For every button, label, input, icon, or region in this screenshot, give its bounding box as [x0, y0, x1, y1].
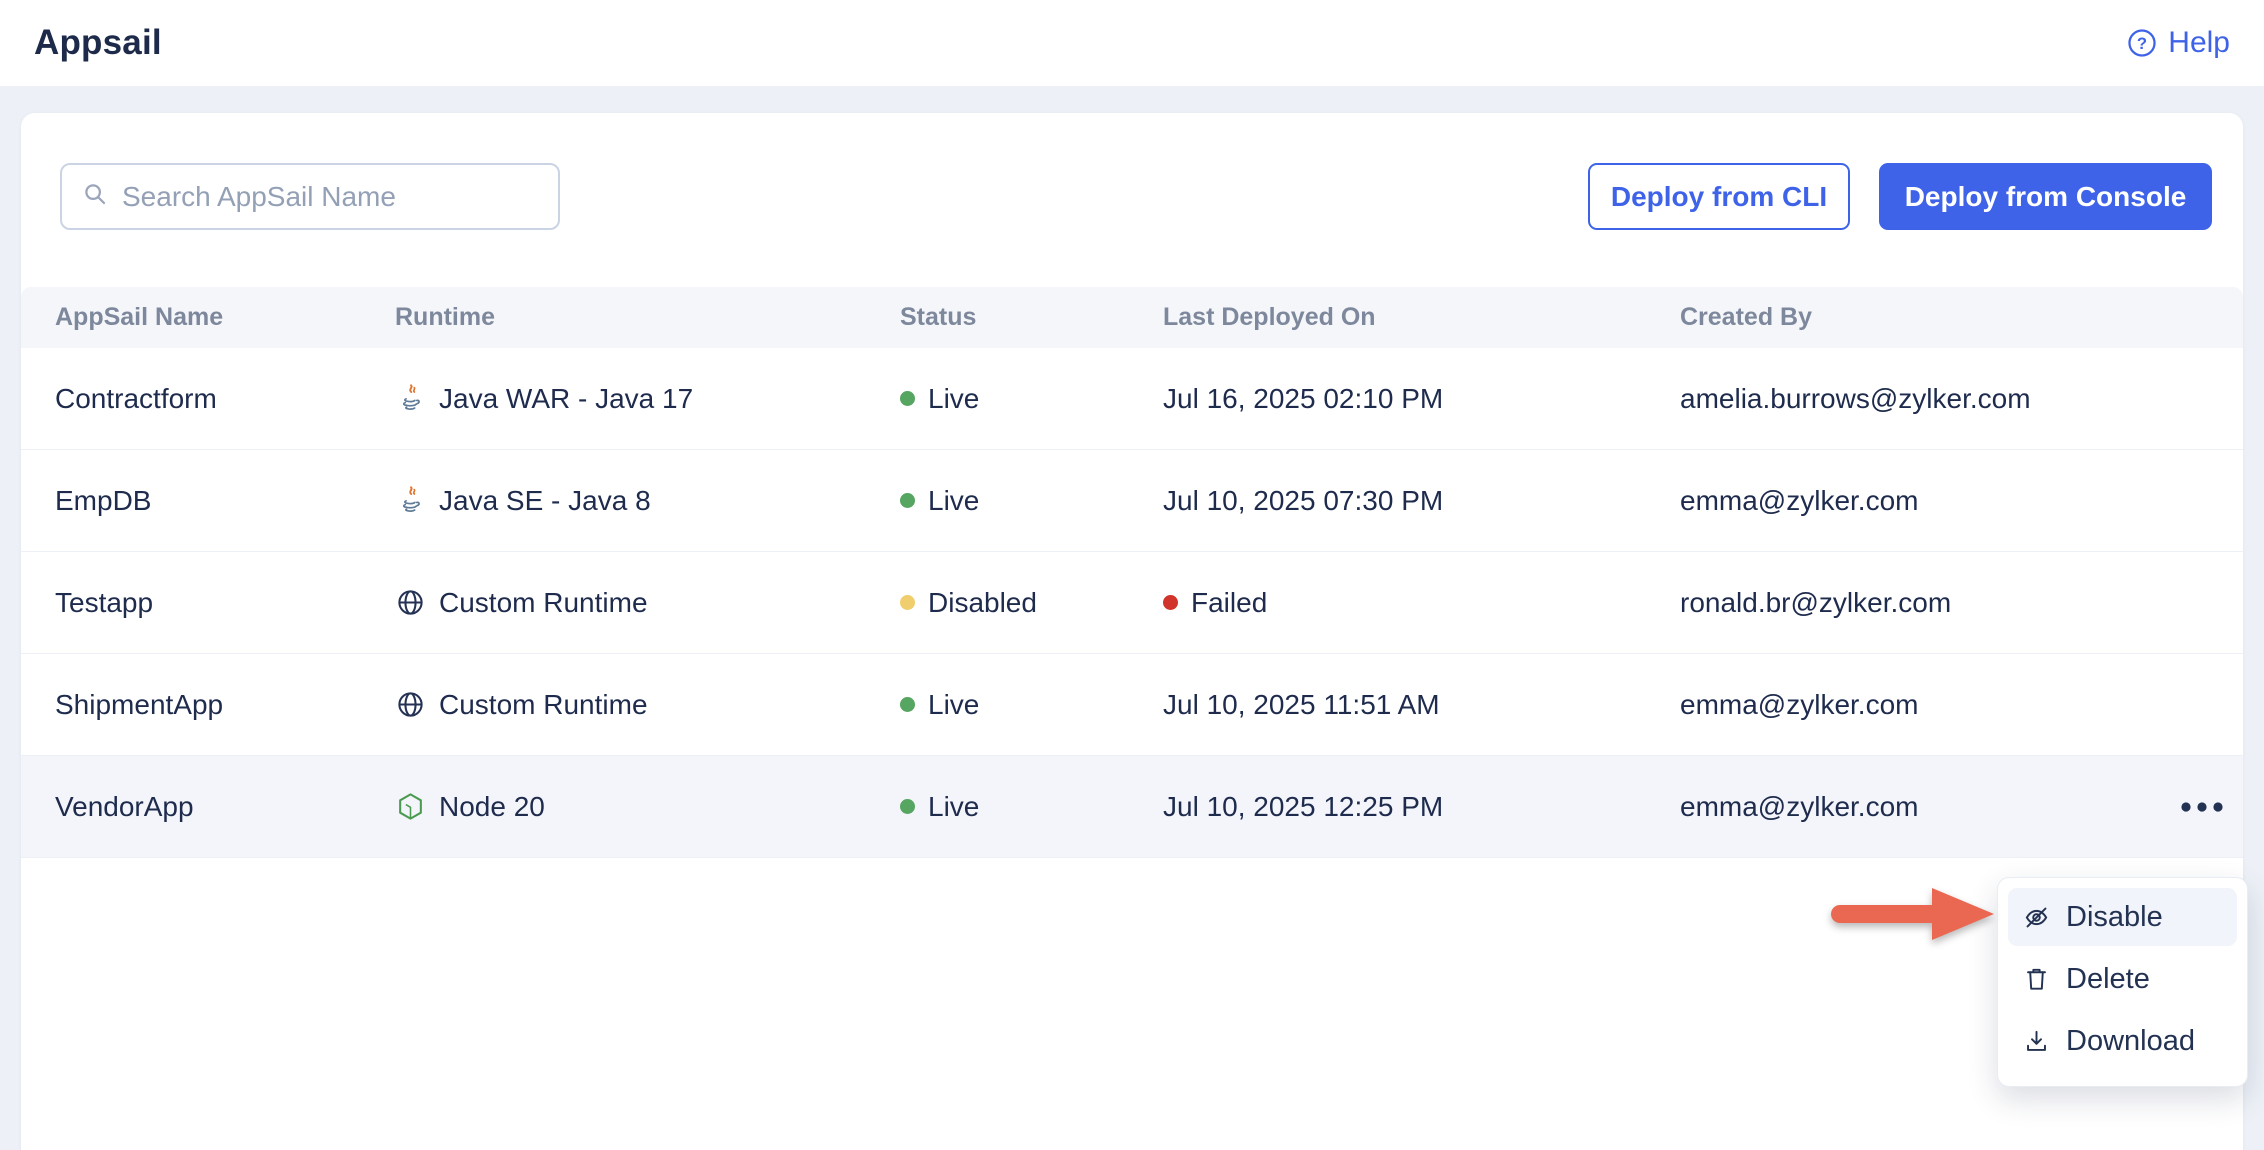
deploy-from-console-button[interactable]: Deploy from Console: [1879, 163, 2212, 230]
search-icon: [80, 179, 110, 214]
table-body: Contractform Java WAR - Java 17 Live Jul…: [21, 348, 2243, 858]
created-by-cell: ronald.br@zylker.com: [1680, 586, 1952, 618]
status-cell: Live: [900, 383, 1163, 415]
trash-icon: [2022, 965, 2051, 994]
status-cell: Live: [900, 485, 1163, 517]
search-box[interactable]: [60, 163, 560, 230]
status-dot: [900, 595, 915, 610]
globe-icon: [395, 689, 426, 720]
page-title: Appsail: [34, 23, 162, 62]
runtime-cell: Custom Runtime: [395, 587, 900, 619]
help-icon: ?: [2126, 27, 2158, 59]
appsail-name-cell: VendorApp: [55, 790, 194, 822]
runtime-cell: Custom Runtime: [395, 689, 900, 721]
column-header-status: Status: [900, 303, 977, 331]
column-header-appsail-name: AppSail Name: [55, 303, 224, 331]
menu-item-disable[interactable]: Disable: [2008, 888, 2237, 946]
status-dot: [900, 799, 915, 814]
column-header-created-by: Created By: [1680, 303, 1812, 331]
runtime-cell: Java SE - Java 8: [395, 485, 900, 517]
appsail-name-cell: Testapp: [55, 586, 154, 618]
table-row[interactable]: Contractform Java WAR - Java 17 Live Jul…: [21, 348, 2243, 450]
status-cell: Live: [900, 791, 1163, 823]
top-bar: Appsail ? Help: [0, 0, 2264, 86]
java-icon: [395, 383, 426, 414]
download-icon: [2022, 1027, 2051, 1056]
column-header-last-deployed-on: Last Deployed On: [1163, 303, 1376, 331]
eye-off-icon: [2022, 903, 2051, 932]
appsail-name-cell: Contractform: [55, 382, 217, 414]
status-cell: Live: [900, 689, 1163, 721]
search-input[interactable]: [122, 180, 540, 213]
created-by-cell: emma@zylker.com: [1680, 688, 1919, 720]
node-icon: [395, 791, 426, 822]
created-by-cell: emma@zylker.com: [1680, 790, 1919, 822]
menu-item-download[interactable]: Download: [2008, 1012, 2237, 1070]
created-by-cell: amelia.burrows@zylker.com: [1680, 382, 2031, 414]
deploy-from-cli-button[interactable]: Deploy from CLI: [1588, 163, 1850, 230]
status-dot: [900, 493, 915, 508]
table-row[interactable]: EmpDB Java SE - Java 8 Live Jul 10, 2025…: [21, 450, 2243, 552]
appsail-name-cell: ShipmentApp: [55, 688, 224, 720]
status-cell: Disabled: [900, 587, 1163, 619]
menu-item-delete[interactable]: Delete: [2008, 950, 2237, 1008]
toolbar: Deploy from CLI Deploy from Console: [21, 113, 2243, 287]
table-row[interactable]: ShipmentApp Custom Runtime Live Jul 10, …: [21, 654, 2243, 756]
last-deployed-cell: Jul 16, 2025 02:10 PM: [1163, 382, 1444, 414]
deploy-buttons: Deploy from CLI Deploy from Console: [1588, 163, 2212, 230]
table-row[interactable]: Testapp Custom Runtime Disabled Failed r…: [21, 552, 2243, 654]
last-deployed-cell: Jul 10, 2025 11:51 AM: [1163, 688, 1440, 720]
last-deployed-cell: Jul 10, 2025 12:25 PM: [1163, 790, 1444, 822]
row-actions-button[interactable]: [2170, 791, 2234, 823]
created-by-cell: emma@zylker.com: [1680, 484, 1919, 516]
table-row[interactable]: VendorApp Node 20 Live Jul 10, 2025 12:2…: [21, 756, 2243, 858]
java-icon: [395, 485, 426, 516]
row-actions-menu: Disable Delete Download: [1997, 877, 2248, 1087]
status-dot: [900, 391, 915, 406]
help-button[interactable]: ? Help: [2126, 26, 2230, 60]
status-dot: [900, 697, 915, 712]
runtime-cell: Java WAR - Java 17: [395, 383, 900, 415]
runtime-cell: Node 20: [395, 791, 900, 823]
last-deployed-cell: Jul 10, 2025 07:30 PM: [1163, 484, 1444, 516]
appsail-card: Deploy from CLI Deploy from Console AppS…: [21, 113, 2243, 1150]
column-header-runtime: Runtime: [395, 303, 495, 331]
svg-text:?: ?: [2137, 34, 2147, 53]
last-deployed-cell: Failed: [1163, 587, 1680, 619]
help-label: Help: [2168, 26, 2230, 59]
deploy-status-dot: [1163, 595, 1178, 610]
globe-icon: [395, 587, 426, 618]
table-header: AppSail Name Runtime Status Last Deploye…: [21, 287, 2243, 348]
appsail-name-cell: EmpDB: [55, 484, 152, 516]
